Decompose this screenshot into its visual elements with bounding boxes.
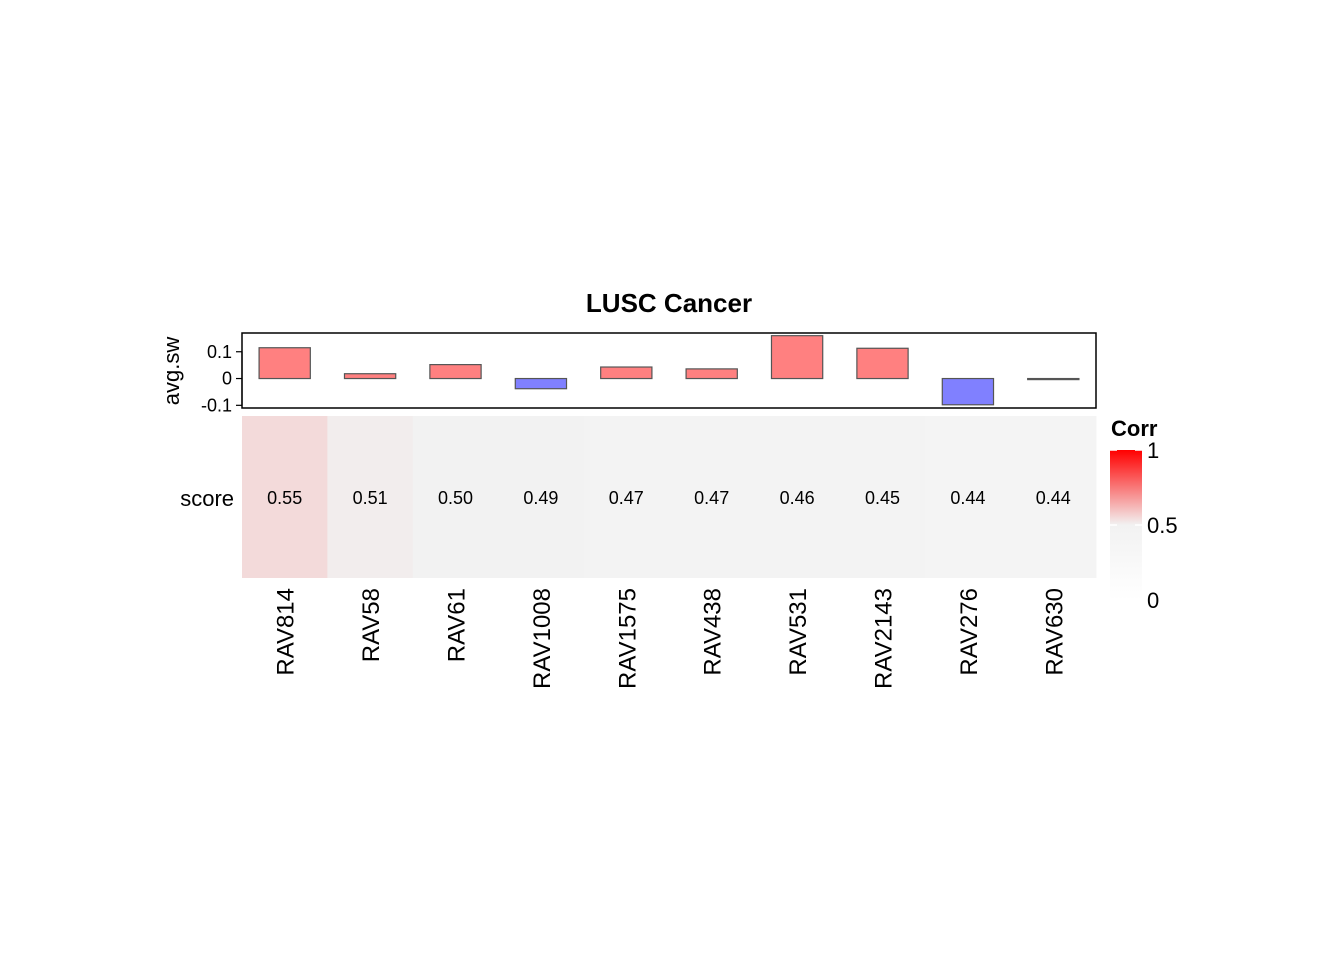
legend-tick-label: 0.5 [1147,513,1178,538]
annotation-bar [429,364,482,380]
annotation-y-tick-label: -0.1 [201,395,232,415]
annotation-bar [685,368,738,380]
heatmap-cell-label: 0.45 [865,488,900,508]
heatmap-cell [583,416,670,578]
heatmap: score 0.55 0.51 0.50 0.49 0.47 0.47 0.46 0.45 0.… [180,416,1097,689]
legend-ticks: 10.50 [1110,438,1178,613]
column-labels: RAV814 RAV58 RAV61 RAV1008 RAV1575 RAV438 RAV5… [273,588,1069,689]
legend-tick-label: 0 [1147,588,1159,613]
annotation-bar [770,335,824,380]
annotation-bar [856,347,909,380]
column-label: RAV276 [956,588,983,676]
column-label: RAV1008 [529,588,556,689]
column-label: RAV61 [444,588,471,662]
annotation-bar [343,373,397,380]
legend-title: Corr [1111,416,1158,441]
annotation-bar [258,347,311,380]
heatmap-cell-label: 0.47 [694,488,729,508]
annotation-y-tick-label: 0 [222,369,232,389]
heatmap-row-label: score [180,486,234,511]
heatmap-cell [498,416,585,578]
annotation-bar [600,366,653,380]
heatmap-cell [839,416,926,578]
heatmap-cell-label: 0.47 [609,488,644,508]
column-label: RAV814 [273,588,300,676]
heatmap-cell-label: 0.44 [950,488,985,508]
heatmap-cell-label: 0.46 [780,488,815,508]
heatmap-cell-label: 0.44 [1036,488,1071,508]
heatmap-cell-label: 0.50 [438,488,473,508]
heatmap-cell-label: 0.51 [353,488,388,508]
heatmap-cell [925,416,1012,578]
column-label: RAV438 [700,588,727,676]
heatmap-cell [327,416,414,578]
heatmap-cell [754,416,841,578]
annotation-y-axis: 0.1 0 -0.1 [201,342,243,415]
column-label: RAV58 [358,588,385,662]
annotation-bar [1027,377,1080,381]
column-label: RAV2143 [871,588,898,689]
heatmap-cell [669,416,755,578]
heatmap-cell [412,416,499,578]
annotation-panel-border [241,332,1097,409]
heatmap-cell [1010,416,1097,578]
heatmap-cell-label: 0.55 [267,488,302,508]
annotation-y-label: avg.sw [159,337,184,406]
annotation-bar [941,377,995,406]
heatmap-cell-label: 0.49 [523,488,558,508]
column-label: RAV1575 [614,588,641,689]
legend-tick-label: 1 [1147,438,1159,463]
annotation-bars [258,335,1080,406]
annotation-y-tick-label: 0.1 [207,342,232,362]
heatmap-cells: 0.55 0.51 0.50 0.49 0.47 0.47 0.46 0.45 0.44 0.44 [242,416,1097,578]
column-label: RAV630 [1041,588,1068,676]
annotation-bar [514,377,568,390]
legend: Corr 10.50 [1110,416,1178,613]
heatmap-cell [242,416,328,578]
annotation-bar-panel: avg.sw 0.1 0 -0.1 [159,332,1097,415]
chart-title: LUSC Cancer [586,288,752,318]
column-label: RAV531 [785,588,812,676]
